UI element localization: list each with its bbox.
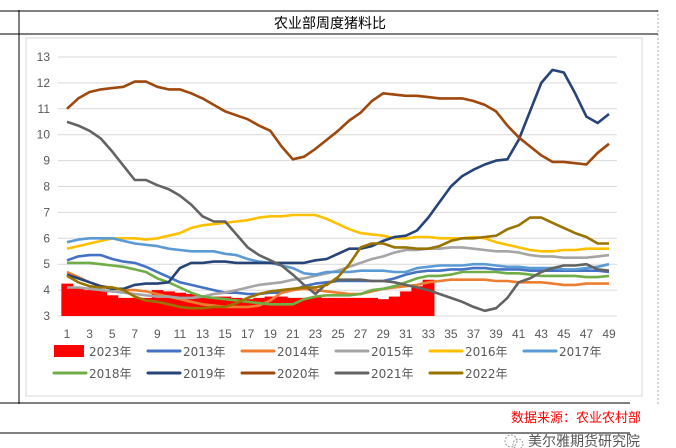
bar-2023-week-13 [196,295,209,316]
y-tick-label: 6 [43,231,50,245]
x-tick-label: 5 [109,327,116,341]
series-line-2022 [66,216,609,310]
x-tick-label: 37 [467,327,481,341]
legend-label: 2015年 [371,345,414,359]
x-tick-label: 49 [602,327,616,341]
bar-2023-week-28 [366,297,379,316]
y-tick-label: 13 [37,50,51,64]
x-tick-label: 1 [64,327,71,341]
bar-2023-week-27 [354,297,367,316]
legend-label: 2018年 [89,367,132,381]
legend-label: 2023年 [89,345,132,359]
y-tick-label: 9 [43,154,50,168]
bar-2023-week-32 [411,286,424,316]
x-tick-label: 17 [241,327,255,341]
bar-2023-week-24 [321,297,333,316]
y-tick-label: 12 [37,76,51,90]
bar-2023-week-30 [388,296,401,316]
bar-2023-week-5 [106,295,119,316]
series-line-2019 [66,68,610,291]
series-line-2016 [66,213,609,253]
bar-2023-week-3 [83,290,96,316]
series-line-2018 [67,261,610,306]
x-tick-label: 41 [512,327,526,341]
y-tick-label: 5 [43,257,50,271]
y-tick-label: 4 [43,283,50,297]
watermark: 美尔雅期货研究院 [528,433,640,448]
bar-2023-week-22 [298,297,311,316]
bar-2023-week-33 [422,279,435,316]
wechat-icon [504,434,524,448]
x-tick-label: 11 [174,327,187,341]
y-tick-label: 10 [37,128,51,142]
chart-title: 农业部周度猪料比 [274,16,386,32]
y-tick-label: 7 [43,205,50,219]
source-note: 数据来源：农业农村部 [511,411,641,426]
x-tick-label: 13 [196,327,210,341]
series-line-2021 [66,120,610,313]
legend-swatch [54,345,84,357]
y-tick-label: 8 [43,180,50,194]
bar-2023-week-19 [264,296,277,316]
legend-label: 2020年 [277,367,320,381]
legend-label: 2013年 [183,345,226,359]
x-tick-label: 29 [376,327,390,341]
bar-2023-week-18 [253,297,266,316]
bar-2023-week-1 [61,283,74,316]
series-line-2017 [66,237,610,276]
x-tick-label: 7 [131,327,138,341]
bar-2023-week-12 [185,293,198,316]
bar-2023-week-11 [174,292,187,316]
legend-label: 2016年 [465,345,508,359]
x-tick-label: 19 [264,327,278,341]
x-tick-label: 9 [154,327,161,341]
y-tick-label: 3 [43,309,50,323]
y-tick-label: 11 [38,102,51,116]
x-tick-label: 15 [218,327,232,341]
x-tick-label: 43 [535,327,549,341]
x-tick-label: 33 [422,327,436,341]
x-tick-label: 23 [309,327,323,341]
x-tick-label: 35 [444,327,458,341]
bar-2023-week-21 [287,297,299,316]
legend-label: 2017年 [559,345,602,359]
legend-label: 2019年 [183,367,226,381]
x-tick-label: 45 [557,327,571,341]
x-tick-label: 27 [354,327,368,341]
x-tick-label: 3 [86,327,93,341]
bar-2023-week-23 [309,296,322,316]
bar-2023-week-7 [129,297,141,316]
bar-2023-week-25 [332,297,345,316]
legend-label: 2022年 [465,367,508,381]
x-tick-label: 39 [489,327,503,341]
bar-2023-week-4 [95,290,108,316]
x-tick-label: 47 [580,327,594,341]
x-tick-label: 21 [286,327,300,341]
legend-label: 2014年 [277,345,320,359]
bar-2023-week-20 [275,296,288,316]
x-tick-label: 25 [331,327,345,341]
plot-border [25,37,643,397]
bar-2023-week-6 [117,297,130,316]
legend-label: 2021年 [371,367,414,381]
x-tick-label: 31 [399,327,413,341]
bar-2023-week-2 [72,287,85,316]
bar-2023-week-31 [400,291,412,316]
bar-2023-week-29 [377,299,390,316]
bar-2023-week-26 [343,297,356,316]
bar-2023-week-8 [140,297,153,316]
series-line-2020 [66,80,610,166]
